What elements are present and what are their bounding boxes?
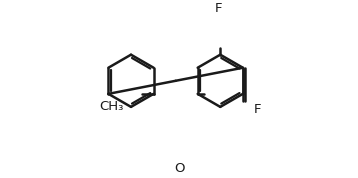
Text: F: F xyxy=(215,2,223,15)
Text: O: O xyxy=(174,162,185,175)
Text: F: F xyxy=(254,103,262,116)
Text: CH₃: CH₃ xyxy=(100,100,124,112)
